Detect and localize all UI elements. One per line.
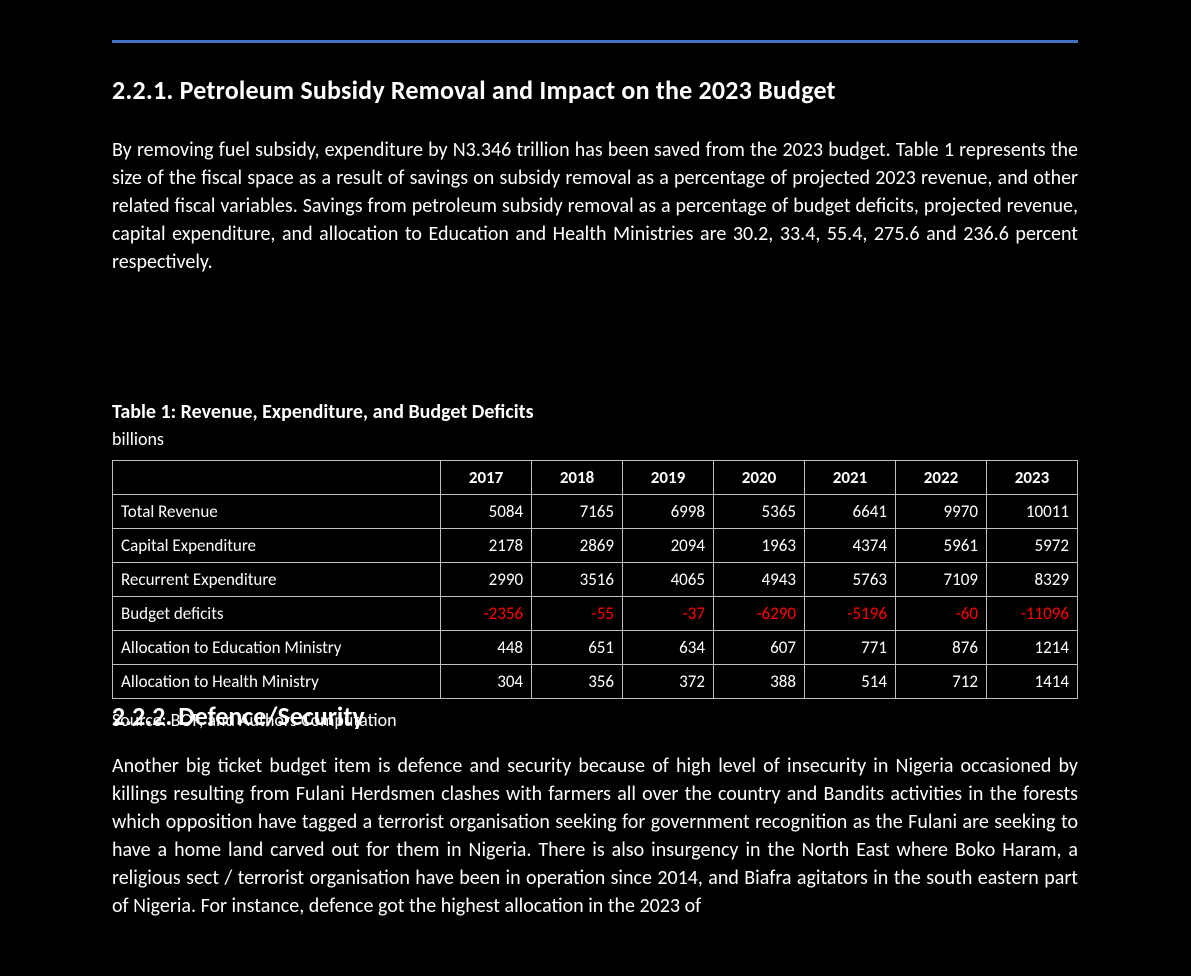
fiscal-table: 2017201820192020202120222023 Total Reven… (112, 460, 1078, 699)
table-cell: 4374 (805, 529, 896, 563)
table-cell: -6290 (714, 597, 805, 631)
table-cell: -60 (896, 597, 987, 631)
table-cell: -2356 (441, 597, 532, 631)
table-region: Table 1: Revenue, Expenditure, and Budge… (112, 400, 1078, 731)
table-row-label: Recurrent Expenditure (113, 563, 441, 597)
table-header-year: 2020 (714, 461, 805, 495)
table-cell: -37 (623, 597, 714, 631)
table-row: Total Revenue508471656998536566419970100… (113, 495, 1078, 529)
table-row: Allocation to Education Ministry44865163… (113, 631, 1078, 665)
table-cell: 3516 (532, 563, 623, 597)
table-cell: 388 (714, 665, 805, 699)
table-cell: 5084 (441, 495, 532, 529)
table-cell: 712 (896, 665, 987, 699)
table-cell: 876 (896, 631, 987, 665)
table-title: Table 1: Revenue, Expenditure, and Budge… (112, 400, 1078, 424)
table-header-year: 2022 (896, 461, 987, 495)
table-cell: 448 (441, 631, 532, 665)
table-cell: 2990 (441, 563, 532, 597)
table-header-year: 2021 (805, 461, 896, 495)
top-rule (112, 40, 1078, 43)
table-row-label: Capital Expenditure (113, 529, 441, 563)
table-header-year: 2023 (986, 461, 1077, 495)
table-cell: 1214 (986, 631, 1077, 665)
table-cell: -11096 (986, 597, 1077, 631)
table-header-year: 2018 (532, 461, 623, 495)
table-row-label: Budget deficits (113, 597, 441, 631)
table-cell: 1414 (986, 665, 1077, 699)
table-row-label: Total Revenue (113, 495, 441, 529)
table-cell: 304 (441, 665, 532, 699)
table-row: Capital Expenditure217828692094196343745… (113, 529, 1078, 563)
table-cell: 7109 (896, 563, 987, 597)
table-header-blank (113, 461, 441, 495)
table-cell: -55 (532, 597, 623, 631)
table-cell: 634 (623, 631, 714, 665)
table-cell: 2869 (532, 529, 623, 563)
table-row: Recurrent Expenditure2990351640654943576… (113, 563, 1078, 597)
section-body: Another big ticket budget item is defenc… (112, 752, 1078, 920)
table-cell: 7165 (532, 495, 623, 529)
table-cell: 771 (805, 631, 896, 665)
table-cell: 5365 (714, 495, 805, 529)
section-title: 2.2.1. Petroleum Subsidy Removal and Imp… (112, 74, 1078, 106)
table-header-year: 2017 (441, 461, 532, 495)
table-unit: billions (112, 428, 1078, 450)
table-cell: 5763 (805, 563, 896, 597)
table-cell: 6641 (805, 495, 896, 529)
table-cell: 607 (714, 631, 805, 665)
table-header-year: 2019 (623, 461, 714, 495)
table-row-label: Allocation to Education Ministry (113, 631, 441, 665)
table-cell: 4065 (623, 563, 714, 597)
table-cell: 5972 (986, 529, 1077, 563)
table-cell: -5196 (805, 597, 896, 631)
section-heading: 2.2.2. Defence/Security (112, 700, 1078, 732)
table-cell: 9970 (896, 495, 987, 529)
table-cell: 2094 (623, 529, 714, 563)
table-cell: 5961 (896, 529, 987, 563)
table-cell: 6998 (623, 495, 714, 529)
table-cell: 514 (805, 665, 896, 699)
table-row: Budget deficits-2356-55-37-6290-5196-60-… (113, 597, 1078, 631)
table-cell: 651 (532, 631, 623, 665)
table-cell: 8329 (986, 563, 1077, 597)
table-cell: 2178 (441, 529, 532, 563)
table-row-label: Allocation to Health Ministry (113, 665, 441, 699)
table-cell: 372 (623, 665, 714, 699)
table-cell: 4943 (714, 563, 805, 597)
table-cell: 356 (532, 665, 623, 699)
body-paragraph: By removing fuel subsidy, expenditure by… (112, 136, 1078, 276)
table-cell: 10011 (986, 495, 1077, 529)
table-row: Allocation to Health Ministry30435637238… (113, 665, 1078, 699)
table-cell: 1963 (714, 529, 805, 563)
